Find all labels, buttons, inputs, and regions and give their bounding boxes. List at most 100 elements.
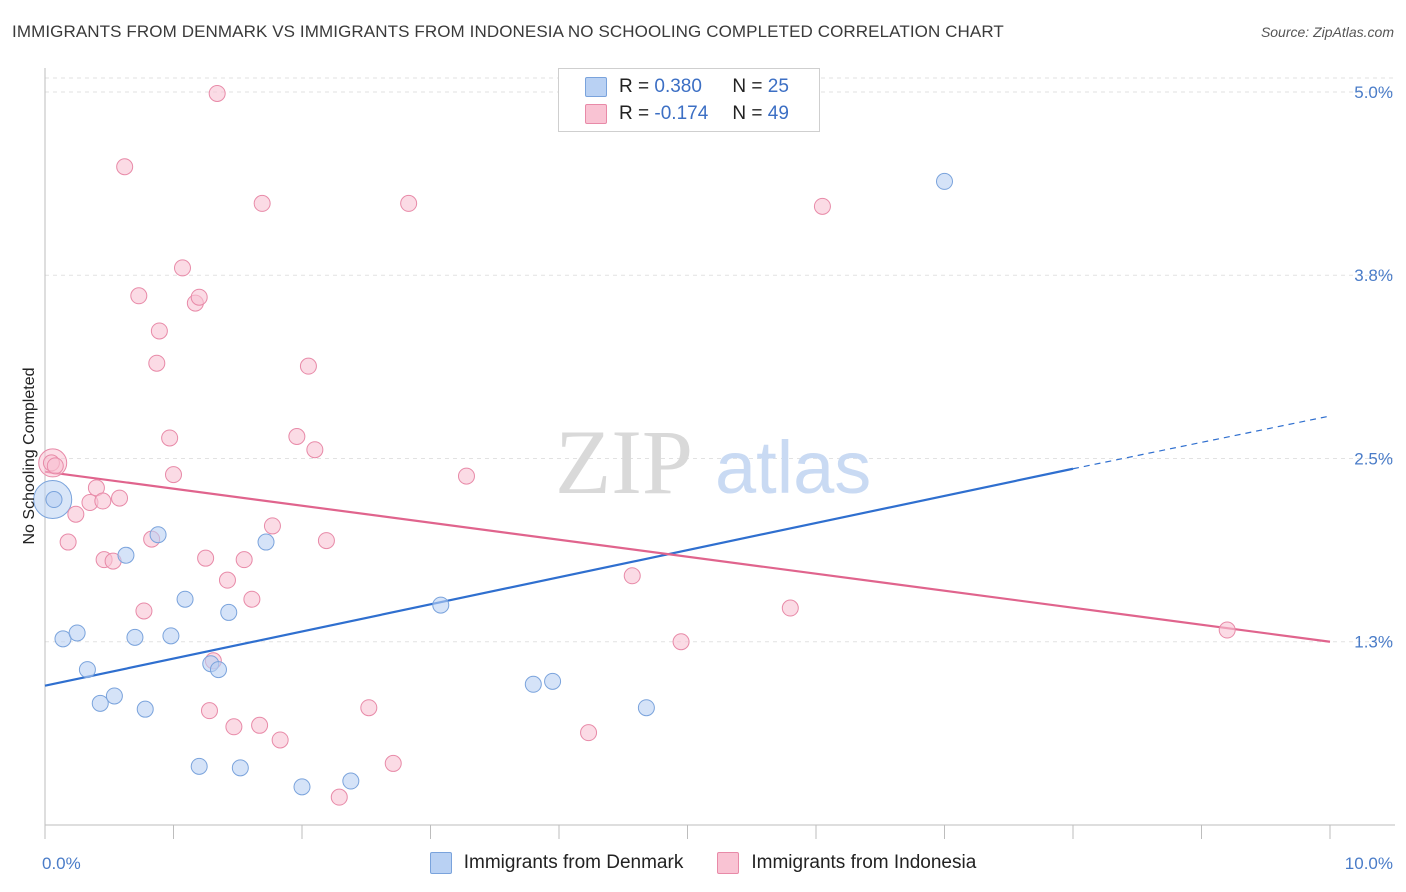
indonesia-r-label: R =	[619, 103, 650, 124]
indonesia-point	[813, 197, 831, 215]
denmark-point	[220, 603, 238, 621]
indonesia-point	[225, 718, 243, 736]
indonesia-r-value: -0.174	[654, 103, 709, 124]
indonesia-swatch	[585, 104, 607, 124]
x-tick-label-min: 0.0%	[42, 854, 81, 873]
legend-row-denmark: R = 0.380 N = 25	[559, 75, 789, 99]
denmark-n-value: 25	[767, 76, 789, 97]
indonesia-point	[173, 259, 191, 277]
indonesia-point	[130, 287, 148, 305]
indonesia-point	[299, 357, 317, 375]
denmark-point	[126, 628, 144, 646]
denmark-point	[257, 533, 275, 551]
denmark-point	[91, 694, 109, 712]
denmark-point	[68, 624, 86, 642]
denmark-point	[176, 590, 194, 608]
series-legend: Immigrants from Denmark Immigrants from …	[0, 852, 1406, 874]
denmark-point	[162, 627, 180, 645]
denmark-point	[105, 687, 123, 705]
denmark-point	[293, 778, 311, 796]
indonesia-point	[288, 428, 306, 446]
denmark-trend-extension	[1072, 415, 1331, 470]
indonesia-point	[580, 724, 598, 742]
y-tick-label: 3.8%	[1354, 266, 1393, 285]
tick-labels: 1.3% 2.5% 3.8% 5.0% 0.0% 10.0%	[42, 83, 1393, 873]
indonesia-point	[208, 84, 226, 102]
denmark-r-value: 0.380	[654, 76, 702, 97]
indonesia-legend-label: Immigrants from Indonesia	[751, 852, 977, 873]
denmark-point	[524, 675, 542, 693]
axes	[44, 68, 1395, 839]
watermark-atlas: atlas	[715, 426, 871, 509]
denmark-point	[78, 661, 96, 679]
indonesia-point	[271, 731, 289, 749]
legend-item-denmark[interactable]: Immigrants from Denmark	[429, 852, 684, 874]
correlation-legend: R = 0.380 N = 25 R = -0.174 N = 49	[558, 68, 820, 132]
watermark-zip: ZIP	[555, 411, 693, 513]
legend-item-indonesia[interactable]: Immigrants from Indonesia	[717, 852, 976, 874]
indonesia-point	[67, 505, 85, 523]
denmark-swatch	[585, 77, 607, 97]
indonesia-point	[235, 551, 253, 569]
denmark-trend-line	[44, 467, 1074, 687]
x-tick-label-max: 10.0%	[1345, 854, 1393, 873]
indonesia-point	[200, 702, 218, 720]
denmark-point	[54, 630, 72, 648]
indonesia-point	[116, 158, 134, 176]
indonesia-legend-swatch	[717, 852, 740, 874]
data-points	[33, 84, 1236, 806]
denmark-point	[342, 772, 360, 790]
indonesia-point	[190, 288, 208, 306]
indonesia-point	[150, 322, 168, 340]
denmark-n-label: N =	[732, 76, 763, 97]
indonesia-point	[384, 754, 402, 772]
denmark-r-label: R =	[619, 76, 650, 97]
indonesia-point	[672, 633, 690, 651]
denmark-point	[190, 757, 208, 775]
indonesia-point	[253, 194, 271, 212]
indonesia-point	[243, 590, 261, 608]
indonesia-n-label: N =	[732, 103, 763, 124]
indonesia-point	[306, 441, 324, 459]
indonesia-trend-line	[44, 470, 1331, 643]
indonesia-point	[317, 532, 335, 550]
indonesia-point	[111, 489, 129, 507]
indonesia-point	[330, 788, 348, 806]
indonesia-point	[457, 467, 475, 485]
denmark-point	[432, 596, 450, 614]
indonesia-point	[1218, 621, 1236, 639]
indonesia-point	[400, 194, 418, 212]
trend-lines	[44, 415, 1331, 687]
indonesia-point	[781, 599, 799, 617]
denmark-point	[637, 699, 655, 717]
indonesia-point	[623, 567, 641, 585]
indonesia-n-value: 49	[767, 103, 789, 124]
indonesia-point	[59, 533, 77, 551]
y-tick-label: 5.0%	[1354, 83, 1393, 102]
denmark-point	[231, 759, 249, 777]
indonesia-point	[218, 571, 236, 589]
denmark-point	[209, 661, 227, 679]
denmark-point	[45, 491, 63, 509]
source-label: Source: ZipAtlas.com	[1260, 24, 1394, 40]
indonesia-point	[263, 517, 281, 535]
y-tick-label: 1.3%	[1354, 633, 1393, 652]
denmark-point	[936, 172, 953, 190]
denmark-point	[117, 546, 135, 564]
indonesia-point	[148, 354, 166, 372]
denmark-legend-swatch	[429, 852, 452, 874]
denmark-point	[149, 526, 167, 544]
indonesia-point	[251, 716, 269, 734]
denmark-legend-label: Immigrants from Denmark	[463, 852, 684, 873]
indonesia-point	[161, 429, 179, 447]
chart-title: IMMIGRANTS FROM DENMARK VS IMMIGRANTS FR…	[12, 22, 1004, 41]
indonesia-point	[360, 699, 378, 717]
indonesia-point	[135, 602, 153, 620]
indonesia-point	[197, 549, 215, 567]
indonesia-point	[165, 466, 182, 484]
y-tick-label: 2.5%	[1354, 449, 1393, 468]
denmark-point	[544, 672, 562, 690]
indonesia-point	[46, 457, 64, 475]
legend-row-indonesia: R = -0.174 N = 49	[559, 102, 789, 126]
